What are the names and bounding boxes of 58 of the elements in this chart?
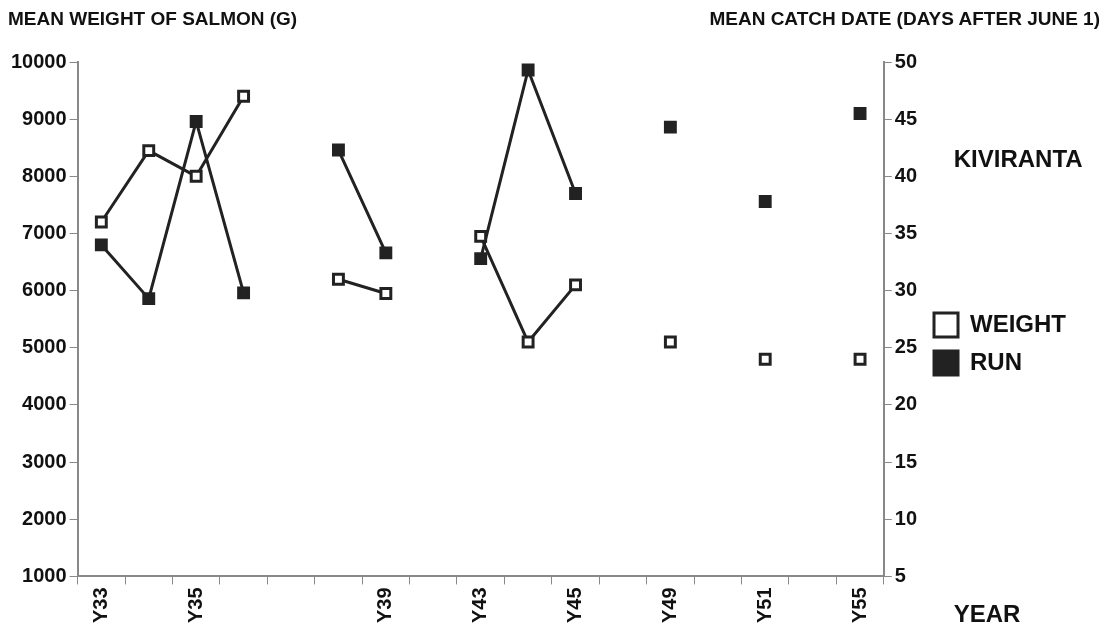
y-tick-label: 10000 (10, 49, 67, 72)
x-tick-label: Y39 (373, 587, 396, 624)
y2-tick-label: 10 (894, 506, 918, 529)
x-tick-label: Y35 (183, 587, 206, 624)
point (189, 114, 203, 128)
point (569, 278, 582, 292)
point (189, 169, 203, 183)
y-tick-label: 9000 (22, 106, 67, 129)
y2-tick-label: 15 (894, 449, 918, 472)
point (142, 144, 156, 158)
x-tick-label: Y45 (563, 587, 586, 624)
legend-label: WEIGHT (970, 309, 1067, 337)
point (758, 195, 772, 208)
point (142, 292, 156, 306)
point (853, 352, 867, 366)
x-tick-label: Y43 (468, 587, 491, 624)
y2-tick-label: 45 (894, 106, 918, 129)
y2-axis-title: MEAN CATCH DATE (DAYS AFTER JUNE 1) (709, 8, 1100, 30)
x-axis-title: YEAR (953, 599, 1021, 627)
y-tick-label: 2000 (22, 506, 67, 529)
point (663, 120, 677, 134)
y-tick-label: 6000 (22, 278, 67, 301)
y-tick-label: 4000 (22, 392, 67, 415)
y2-tick-label: 35 (894, 220, 918, 243)
point (331, 143, 345, 157)
point (521, 335, 535, 349)
y2-tick-label: 50 (894, 49, 918, 72)
text: KIVIRANTA (953, 144, 1083, 172)
legend-label: RUN (970, 347, 1023, 375)
y-tick-label: 8000 (22, 163, 67, 186)
x-tick-label: Y49 (657, 587, 680, 624)
point (237, 286, 251, 300)
point (379, 246, 393, 260)
y2-tick-label: 20 (894, 392, 918, 415)
point (853, 106, 867, 120)
point (474, 229, 488, 243)
y2-tick-label: 25 (894, 335, 918, 358)
y2-tick-label: 40 (894, 163, 918, 186)
point (663, 335, 677, 349)
y-tick-label: 3000 (22, 449, 67, 472)
point (94, 238, 108, 252)
x-tick-label: Y33 (88, 587, 111, 624)
point (379, 287, 393, 300)
point (758, 352, 772, 366)
point (94, 215, 108, 229)
point (569, 187, 582, 200)
y-tick-label: 7000 (22, 220, 67, 243)
x-tick-label: Y55 (847, 587, 870, 624)
y-tick-label: 5000 (22, 335, 67, 358)
y-axis-title: MEAN WEIGHT OF SALMON (G) (8, 8, 298, 30)
y-tick-label: 1000 (22, 563, 67, 586)
point (237, 89, 251, 103)
x-tick-label: Y51 (752, 587, 775, 624)
y2-tick-label: 5 (894, 563, 906, 586)
y2-tick-label: 30 (894, 278, 918, 301)
point (331, 272, 345, 286)
point (521, 63, 535, 77)
point (474, 252, 488, 266)
